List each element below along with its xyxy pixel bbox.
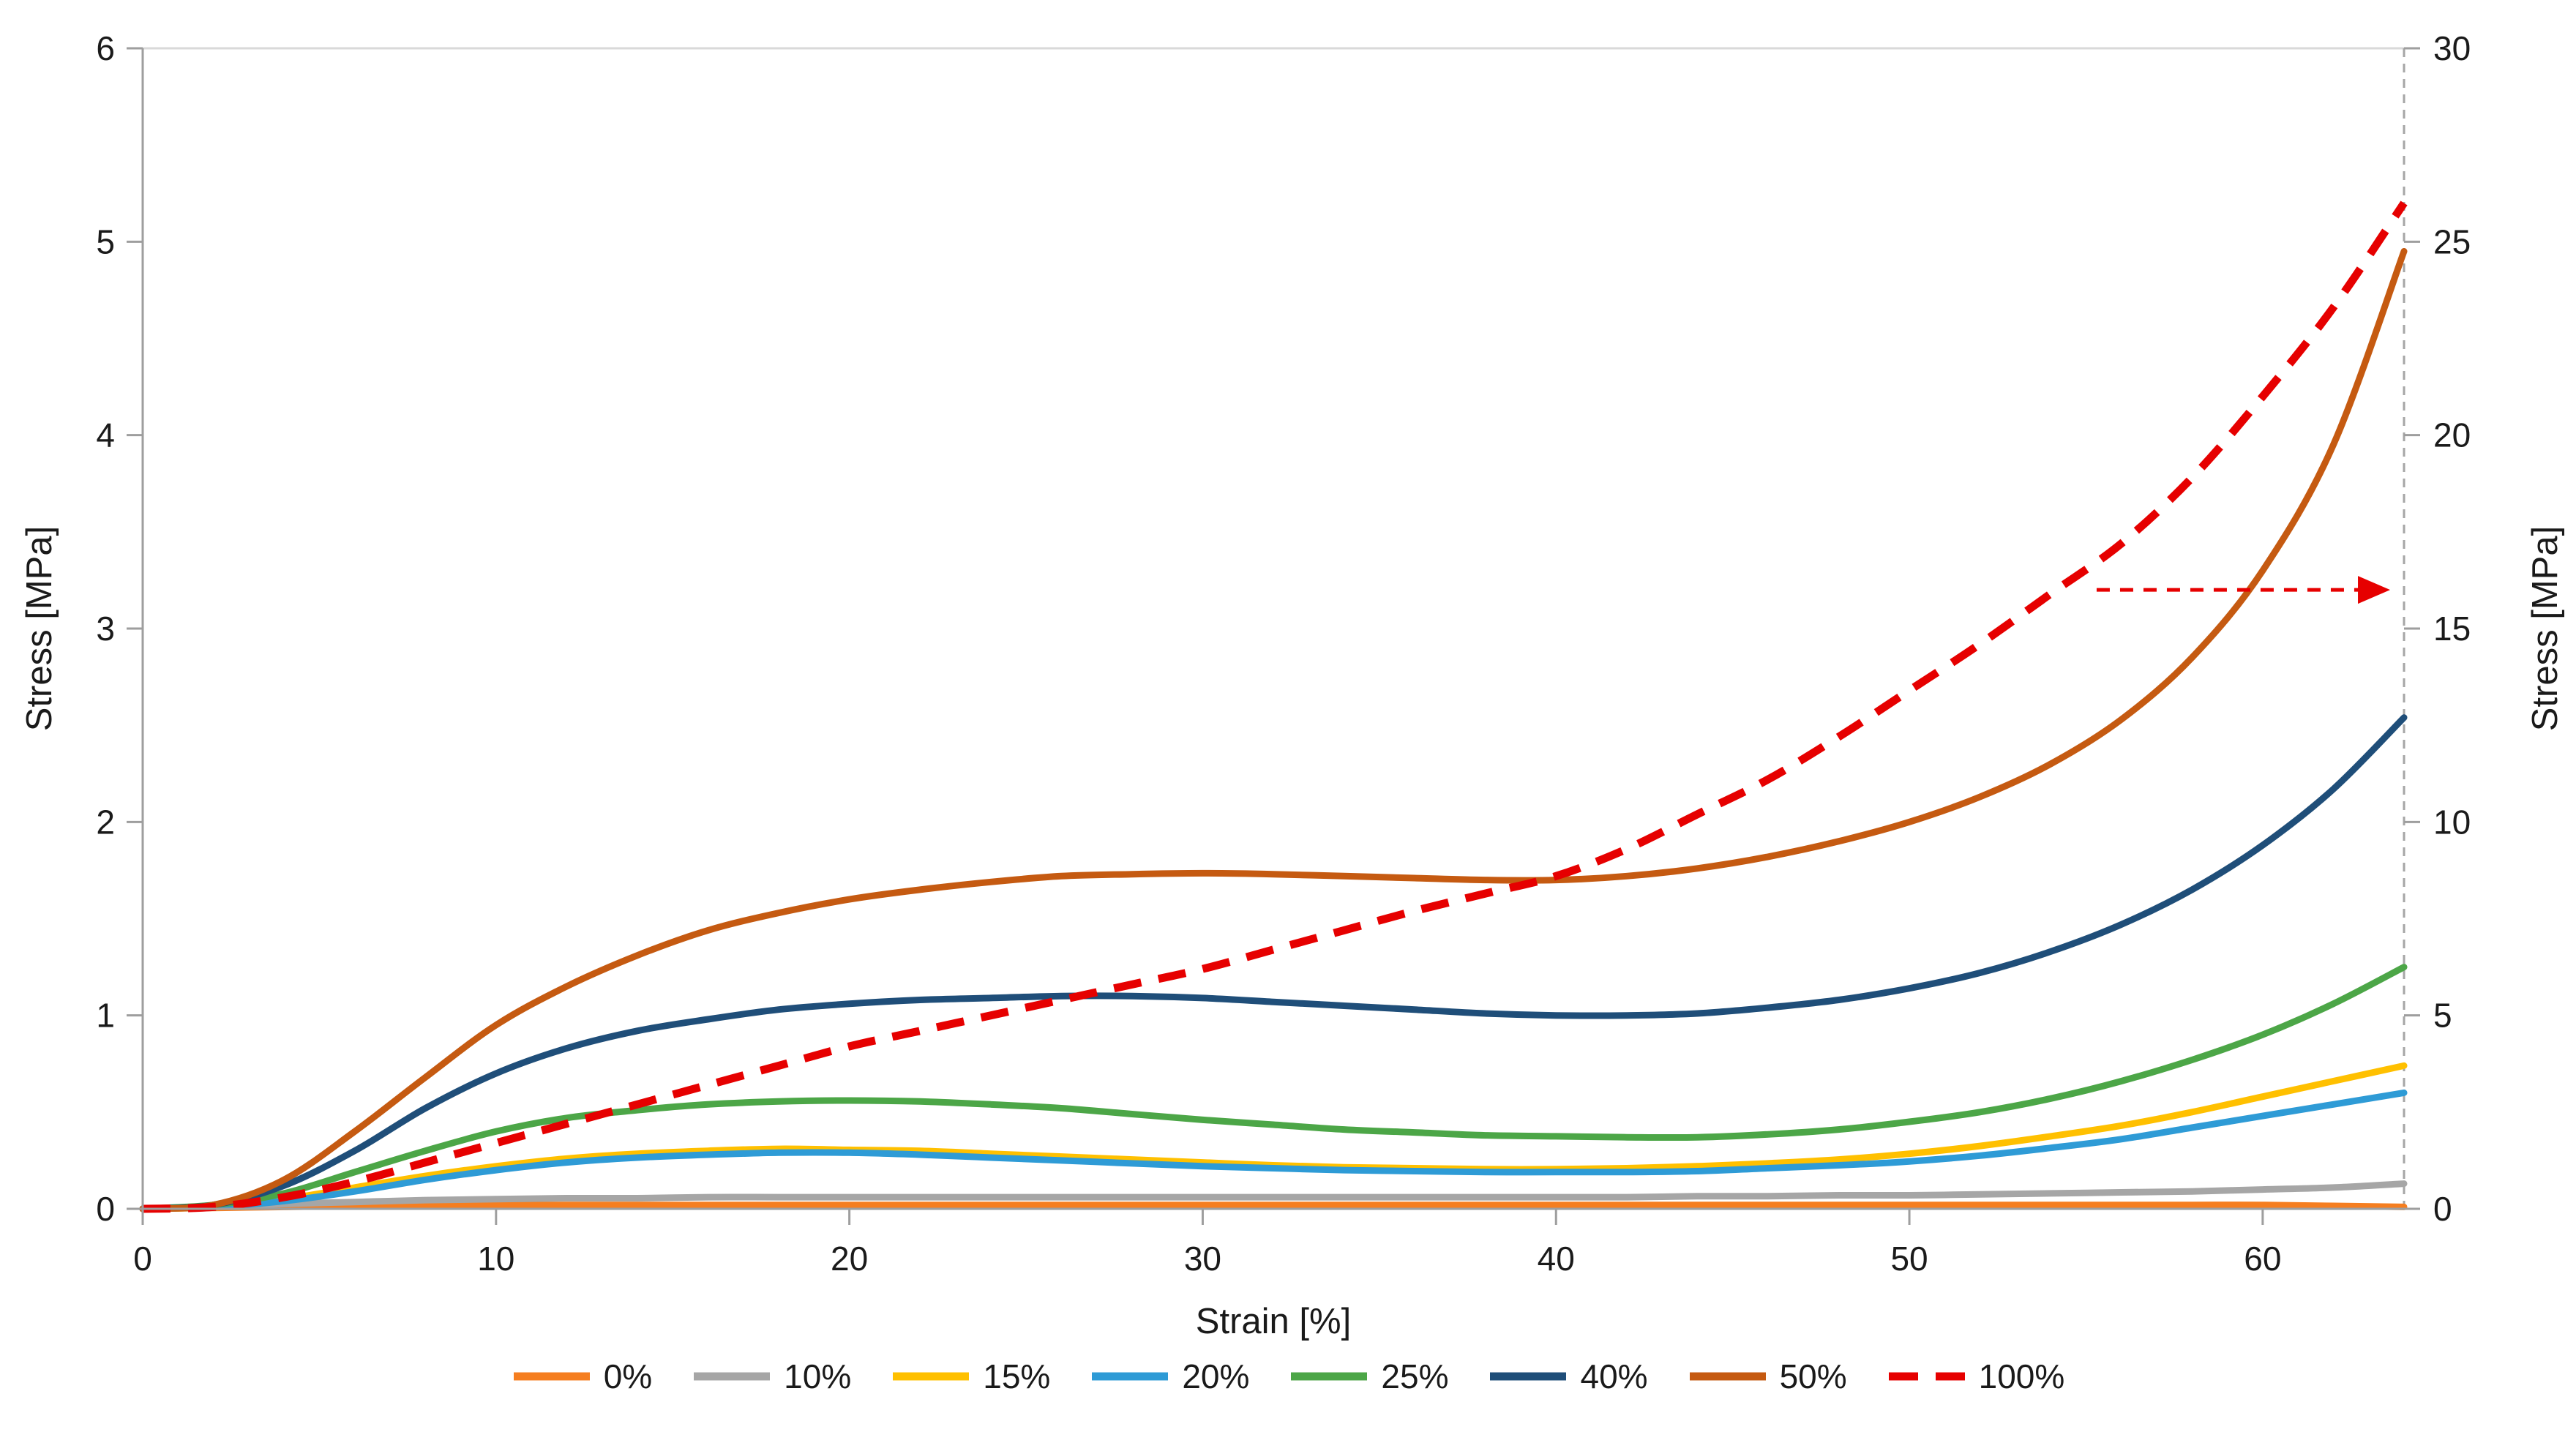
right-axis-tick-label: 5 (2433, 997, 2452, 1035)
legend-item-50%: 50% (1688, 1357, 1847, 1396)
legend-swatch-0% (513, 1372, 590, 1381)
legend-label: 15% (983, 1357, 1051, 1395)
legend-item-40%: 40% (1488, 1357, 1648, 1396)
right-axis-tick-label: 0 (2433, 1190, 2452, 1228)
series-line-50% (139, 248, 2408, 1212)
legend-label: 40% (1580, 1357, 1648, 1395)
legend-swatch-50% (1689, 1372, 1766, 1381)
legend-label: 100% (1978, 1357, 2065, 1395)
series-line-20% (139, 1089, 2408, 1212)
legend-label: 10% (784, 1357, 852, 1395)
legend-swatch-20% (1092, 1372, 1169, 1381)
left-axis-tick-label: 1 (96, 997, 115, 1035)
right-axis-title: Stress [MPa] (2526, 525, 2565, 732)
x-axis-tick-label: 50 (1890, 1240, 1928, 1278)
x-axis-tick-label: 60 (2244, 1240, 2281, 1278)
legend-label: 50% (1779, 1357, 1847, 1395)
right-axis-tick-label: 30 (2433, 29, 2471, 67)
legend-item-10%: 10% (692, 1357, 851, 1396)
left-axis-tick-label: 3 (96, 610, 115, 648)
legend-swatch-40% (1490, 1372, 1567, 1381)
legend-swatch-10% (694, 1372, 771, 1381)
left-axis-tick-label: 6 (96, 29, 115, 67)
legend: 0% 10% 15% 20% 25% 40% 50% 100% (0, 1357, 2576, 1396)
series-line-25% (139, 964, 2408, 1212)
x-axis-tick-label: 30 (1184, 1240, 1221, 1278)
legend-label: 20% (1182, 1357, 1250, 1395)
left-axis-tick-label: 5 (96, 222, 115, 260)
x-axis-tick-label: 10 (477, 1240, 514, 1278)
series-line-0% (139, 1202, 2408, 1212)
legend-item-25%: 25% (1289, 1357, 1448, 1396)
legend-swatch-25% (1291, 1372, 1368, 1381)
right-axis-tick-label: 15 (2433, 610, 2471, 648)
legend-label: 25% (1381, 1357, 1449, 1395)
left-axis-title: Stress [MPa] (20, 525, 59, 732)
series-line-100% (142, 200, 2408, 1213)
x-axis-tick-label: 20 (831, 1240, 868, 1278)
legend-swatch-100% (1888, 1372, 1965, 1381)
left-axis-tick-label: 2 (96, 803, 115, 841)
series-line-40% (139, 714, 2408, 1212)
x-axis-title: Strain [%] (1195, 1302, 1352, 1341)
x-axis-tick-label: 0 (133, 1240, 152, 1278)
legend-item-100%: 100% (1887, 1357, 2065, 1396)
legend-item-0%: 0% (512, 1357, 652, 1396)
right-axis-tick-label: 10 (2433, 803, 2471, 841)
left-axis-tick-label: 4 (96, 416, 115, 454)
legend-item-20%: 20% (1090, 1357, 1249, 1396)
legend-swatch-15% (893, 1372, 970, 1381)
x-axis-tick-label: 40 (1538, 1240, 1575, 1278)
right-axis-tick-label: 25 (2433, 222, 2471, 260)
left-axis-tick-label: 0 (96, 1190, 115, 1228)
right-axis-arrow-head (2358, 576, 2391, 604)
legend-item-15%: 15% (891, 1357, 1050, 1396)
right-axis-tick-label: 20 (2433, 416, 2471, 454)
legend-label: 0% (603, 1357, 653, 1395)
series-line-10% (139, 1180, 2408, 1212)
